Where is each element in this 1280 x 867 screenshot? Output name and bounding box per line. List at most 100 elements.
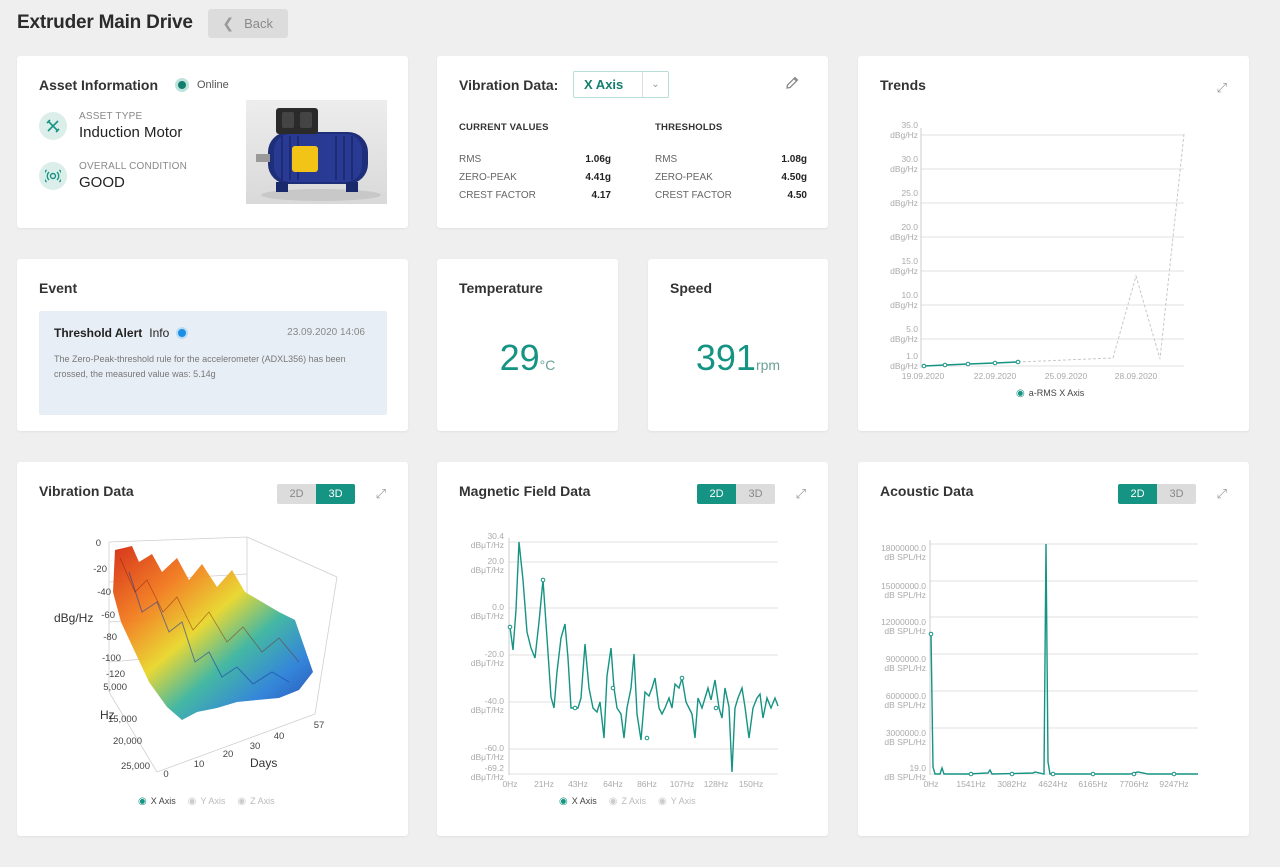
z-tick: 0	[96, 538, 101, 549]
trends-unit: dBg/Hz	[890, 130, 918, 140]
threshold-value: 1.08g	[781, 154, 807, 165]
toggle-3d[interactable]: 3D	[1157, 484, 1196, 504]
trends-unit: dBg/Hz	[890, 232, 918, 242]
hz-tick: 25,000	[121, 761, 150, 772]
condition-label: OVERALL CONDITION	[79, 161, 188, 172]
acoustic-unit: dB SPL/Hz	[884, 626, 926, 636]
day-tick: 0	[163, 769, 168, 780]
current-label: RMS	[459, 154, 482, 165]
vibration-3d-legend[interactable]: ◉ X Axis ◉ Y Axis ◉ Z Axis	[138, 796, 275, 807]
toggle-3d[interactable]: 3D	[736, 484, 775, 504]
acoustic-xtick: 4624Hz	[1038, 779, 1067, 789]
legend-x-axis[interactable]: ◉ X Axis	[559, 796, 597, 807]
expand-icon[interactable]: ⤢	[1216, 80, 1227, 95]
trends-legend[interactable]: ◉ a-RMS X Axis	[1016, 388, 1084, 399]
toggle-2d[interactable]: 2D	[697, 484, 736, 504]
legend-label: X Axis	[150, 796, 176, 806]
mag-unit: dBμT/Hz	[471, 772, 504, 782]
z-axis-label: dBg/Hz	[54, 611, 93, 625]
magnetic-point	[610, 685, 616, 691]
eye-icon: ◉	[237, 796, 247, 807]
speed-card: Speed 391rpm	[648, 259, 828, 431]
toggle-2d[interactable]: 2D	[1118, 484, 1157, 504]
threshold-value: 4.50	[787, 190, 807, 201]
legend-z-axis[interactable]: ◉ Z Axis	[237, 796, 274, 807]
mag-unit: dBμT/Hz	[471, 611, 504, 621]
expand-icon[interactable]: ⤢	[795, 486, 806, 501]
trends-legend-item[interactable]: ◉ a-RMS X Axis	[1016, 388, 1084, 399]
legend-label: X Axis	[571, 796, 597, 806]
trends-point	[992, 360, 998, 366]
chevron-left-icon: ❮	[222, 14, 235, 31]
acoustic-unit: dB SPL/Hz	[884, 590, 926, 600]
legend-x-axis[interactable]: ◉ X Axis	[138, 796, 176, 807]
acoustic-unit: dB SPL/Hz	[884, 552, 926, 562]
event-level: Info	[149, 326, 170, 340]
chevron-down-icon: ⌄	[642, 72, 668, 97]
page-title: Extruder Main Drive	[17, 12, 193, 33]
view-toggle[interactable]: 2D 3D	[277, 484, 355, 504]
magnetic-point	[679, 675, 685, 681]
online-status-label: Online	[197, 79, 229, 91]
toggle-3d[interactable]: 3D	[316, 484, 355, 504]
current-label: ZERO-PEAK	[459, 172, 517, 183]
speed-number: 391	[695, 337, 756, 378]
acoustic-tick: 18000000.0	[881, 543, 926, 553]
back-button[interactable]: ❮ Back	[207, 8, 288, 38]
z-tick: -80	[103, 632, 117, 643]
mag-xtick: 150Hz	[739, 779, 764, 789]
axis-select[interactable]: X Axis ⌄	[573, 71, 669, 98]
expand-icon[interactable]: ⤢	[375, 486, 386, 501]
condition-icon	[39, 162, 67, 190]
legend-y-axis[interactable]: ◉ Y Axis	[658, 796, 696, 807]
trends-date: 22.09.2020	[974, 371, 1017, 381]
event-item[interactable]: Threshold Alert Info 23.09.2020 14:06 Th…	[39, 311, 387, 415]
mag-unit: dBμT/Hz	[471, 540, 504, 550]
view-toggle[interactable]: 2D 3D	[697, 484, 775, 504]
online-status: Online	[175, 78, 229, 92]
edit-pencil-icon[interactable]	[784, 75, 800, 96]
eye-icon: ◉	[559, 796, 568, 807]
day-tick: 57	[314, 720, 325, 731]
temperature-unit: °C	[539, 357, 556, 373]
current-label: CREST FACTOR	[459, 190, 536, 201]
trends-tick: 1.0	[906, 351, 918, 361]
day-tick: 20	[223, 749, 234, 760]
condition-value: GOOD	[79, 174, 125, 191]
current-row: RMS 1.06g	[459, 154, 611, 172]
speed-title: Speed	[670, 280, 713, 296]
mag-tick: -69.2	[485, 763, 505, 773]
asset-type-label: ASSET TYPE	[79, 111, 143, 122]
mag-tick: -60.0	[485, 743, 505, 753]
motor-image	[246, 100, 387, 204]
legend-label: Z Axis	[250, 796, 275, 806]
online-status-dot	[175, 78, 189, 92]
legend-label: Y Axis	[670, 796, 696, 806]
expand-icon[interactable]: ⤢	[1216, 486, 1227, 501]
legend-z-axis[interactable]: ◉ Z Axis	[609, 796, 646, 807]
magnetic-point	[644, 735, 650, 741]
eye-icon: ◉	[187, 796, 197, 807]
z-tick: -120	[106, 669, 125, 680]
trends-point	[942, 362, 948, 368]
event-date: 23.09.2020 14:06	[287, 327, 365, 338]
acoustic-chart: 18000000.0dB SPL/Hz 15000000.0dB SPL/Hz …	[881, 540, 1198, 789]
view-toggle[interactable]: 2D 3D	[1118, 484, 1196, 504]
magnetic-point	[540, 577, 546, 583]
trends-unit: dBg/Hz	[890, 198, 918, 208]
acoustic-title: Acoustic Data	[880, 483, 974, 499]
acoustic-point	[1050, 771, 1056, 777]
mag-xtick: 86Hz	[637, 779, 657, 789]
acoustic-xtick: 3082Hz	[997, 779, 1026, 789]
threshold-value: 4.50g	[781, 172, 807, 183]
current-value: 4.41g	[585, 172, 611, 183]
condition-row: OVERALL CONDITION GOOD	[39, 161, 187, 191]
threshold-row: ZERO-PEAK 4.50g	[655, 172, 807, 190]
z-tick: -60	[101, 610, 115, 621]
magnetic-legend[interactable]: ◉ X Axis ◉ Z Axis ◉ Y Axis	[559, 796, 696, 807]
legend-y-axis[interactable]: ◉ Y Axis	[188, 796, 226, 807]
trends-date: 25.09.2020	[1045, 371, 1088, 381]
toggle-2d[interactable]: 2D	[277, 484, 316, 504]
threshold-row: RMS 1.08g	[655, 154, 807, 172]
